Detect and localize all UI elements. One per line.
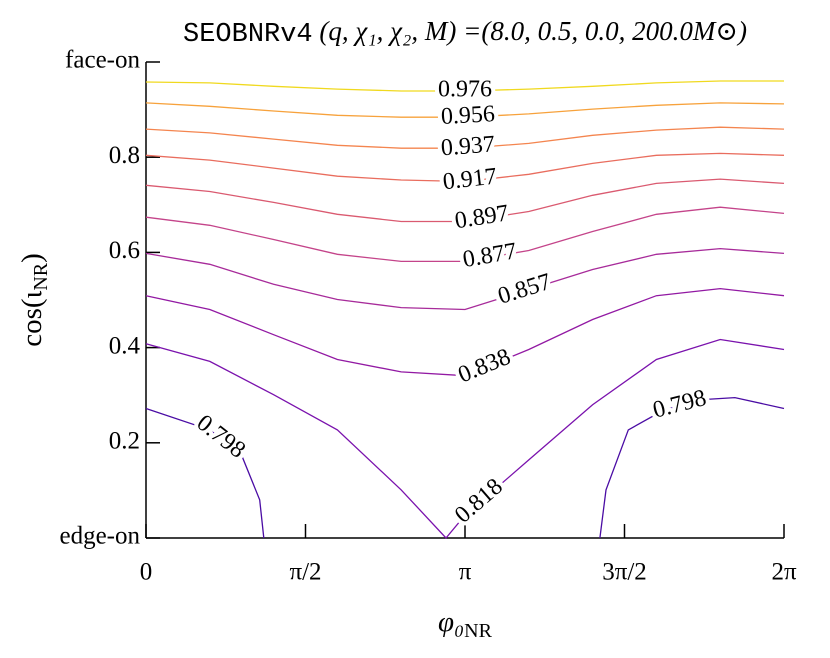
contour-label: 0.976 xyxy=(438,77,492,103)
x-label-base: φ₀ xyxy=(438,606,464,638)
x-tick-label: π/2 xyxy=(289,559,321,586)
y-tick-label: face-on xyxy=(65,47,140,74)
contour-label: 0.798 xyxy=(650,385,709,424)
x-tick-label: 2π xyxy=(771,559,797,586)
y-label-base: cos(ι xyxy=(16,290,48,346)
y-tick-label: 0.8 xyxy=(109,142,140,169)
y-tick-label: 0.2 xyxy=(109,428,140,455)
contour-label: 0.818 xyxy=(450,474,508,529)
contour-label: 0.877 xyxy=(461,238,519,273)
contour-label: 0.937 xyxy=(440,131,496,161)
chart-title: SEOBNRv4 (q, χ₁, χ₂, M) =(8.0, 0.5, 0.0,… xyxy=(183,16,747,50)
contour-line xyxy=(145,126,785,149)
x-tick-label: 0 xyxy=(140,559,153,586)
contour-line xyxy=(145,152,785,183)
x-label-sub: NR xyxy=(464,620,492,642)
contour-line xyxy=(145,206,785,263)
contour-label: 0.857 xyxy=(495,269,554,310)
title-code: SEOBNRv4 xyxy=(183,20,313,50)
contour-line xyxy=(145,287,785,377)
contour-line xyxy=(145,247,785,311)
contour-line xyxy=(145,396,785,539)
contour-line xyxy=(145,338,785,539)
contour-line xyxy=(145,178,785,223)
y-label-close: ) xyxy=(16,253,48,263)
y-label-sub: NR xyxy=(30,262,52,290)
y-tick-label: 0.6 xyxy=(109,237,140,264)
contour-label: 0.917 xyxy=(442,164,499,196)
contour-label: 0.897 xyxy=(453,200,510,234)
contour-label: 0.838 xyxy=(455,344,515,389)
contour-line xyxy=(145,80,784,92)
y-tick-label: edge-on xyxy=(59,523,140,550)
x-tick-label: 3π/2 xyxy=(602,559,647,586)
contour-label: 0.956 xyxy=(440,101,495,130)
x-axis-label: φ₀NR xyxy=(438,606,493,642)
x-tick-label: π xyxy=(459,559,472,586)
y-tick-label: 0.4 xyxy=(109,332,141,359)
contour-line xyxy=(145,102,785,118)
y-axis-label: cos(ιNR) xyxy=(16,253,52,347)
title-rest: (q, χ₁, χ₂, M) =(8.0, 0.5, 0.0, 200.0M⊙) xyxy=(313,16,747,46)
